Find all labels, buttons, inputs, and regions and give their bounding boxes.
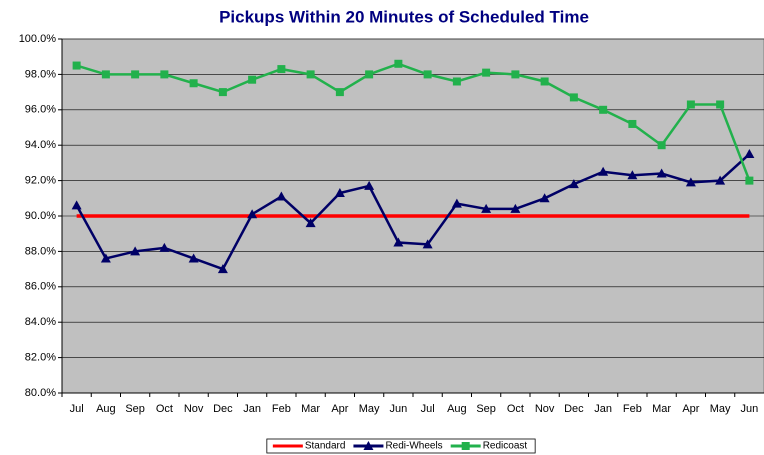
x-tick-label: Aug	[96, 403, 116, 415]
legend-item: Redi-Wheels	[353, 441, 443, 452]
data-point	[482, 68, 491, 77]
legend-item: Redicoast	[450, 441, 528, 452]
data-point	[510, 203, 521, 213]
data-point	[540, 77, 549, 86]
data-point	[685, 177, 696, 187]
data-point	[452, 77, 461, 86]
data-point	[218, 88, 227, 97]
data-point	[189, 79, 198, 88]
data-point	[72, 61, 81, 70]
x-tick-label: Dec	[564, 403, 584, 415]
y-tick-label: 86.0%	[25, 281, 56, 293]
y-tick-label: 80.0%	[25, 387, 56, 399]
x-tick-label: Sep	[476, 403, 496, 415]
legend-text: Redi-Wheels	[385, 441, 442, 452]
data-point	[306, 70, 315, 79]
x-tick-label: May	[710, 403, 731, 415]
x-tick-label: Jun	[741, 403, 759, 415]
data-point	[334, 187, 345, 197]
y-tick-label: 84.0%	[25, 316, 56, 328]
y-tick-label: 82.0%	[25, 352, 56, 364]
data-point	[422, 239, 433, 249]
x-tick-label: Oct	[156, 403, 173, 415]
data-point	[745, 176, 754, 185]
data-point	[131, 70, 140, 79]
data-point	[217, 264, 228, 274]
data-point	[451, 198, 462, 208]
data-point	[364, 180, 375, 190]
legend: Standard Redi-Wheels Redicoast	[266, 438, 536, 454]
legend-text: Standard	[305, 441, 346, 452]
data-point	[716, 100, 725, 109]
x-tick-label: Sep	[125, 403, 145, 415]
data-point	[130, 246, 141, 256]
data-point	[393, 237, 404, 247]
data-point	[423, 70, 432, 79]
data-point	[188, 253, 199, 263]
series-line	[76, 62, 751, 182]
data-point	[101, 70, 110, 79]
data-point	[100, 253, 111, 263]
legend-marker	[461, 442, 470, 450]
data-point	[159, 242, 170, 252]
data-point	[71, 200, 82, 210]
data-point	[511, 70, 520, 79]
legend-item: Standard	[272, 441, 346, 452]
data-point	[627, 170, 638, 180]
x-tick-label: Nov	[184, 403, 204, 415]
data-point	[481, 203, 492, 213]
data-point	[247, 209, 258, 219]
x-tick-label: Jan	[594, 403, 612, 415]
x-tick-label: Mar	[652, 403, 671, 415]
data-point	[276, 191, 287, 201]
legend-text: Redicoast	[483, 441, 528, 452]
legend-marker	[363, 441, 374, 450]
data-point	[335, 88, 344, 97]
x-tick-label: Jul	[70, 403, 84, 415]
data-point	[715, 175, 726, 185]
series-line	[75, 153, 751, 271]
chart-title: Pickups Within 20 Minutes of Scheduled T…	[219, 7, 589, 26]
data-point	[539, 193, 550, 203]
y-tick-label: 88.0%	[25, 245, 56, 257]
x-tick-label: Jun	[390, 403, 408, 415]
data-point	[394, 59, 403, 68]
x-tick-label: Nov	[535, 403, 555, 415]
x-tick-label: Aug	[447, 403, 467, 415]
data-point	[277, 65, 286, 74]
data-point	[656, 168, 667, 178]
y-tick-label: 96.0%	[25, 104, 56, 116]
x-tick-label: Mar	[301, 403, 320, 415]
data-point	[248, 75, 257, 84]
x-tick-label: Dec	[213, 403, 233, 415]
y-tick-label: 90.0%	[25, 210, 56, 222]
y-tick-label: 100.0%	[19, 33, 57, 45]
x-tick-label: Apr	[682, 403, 699, 415]
data-point	[160, 70, 169, 79]
data-point	[657, 141, 666, 150]
data-point	[598, 166, 609, 176]
data-point	[568, 179, 579, 189]
x-tick-label: Jul	[421, 403, 435, 415]
x-tick-label: Feb	[623, 403, 642, 415]
data-point	[365, 70, 374, 79]
x-tick-label: Oct	[507, 403, 524, 415]
x-tick-label: May	[359, 403, 380, 415]
data-point	[686, 100, 695, 109]
x-tick-label: Jan	[243, 403, 261, 415]
data-point	[305, 218, 316, 228]
y-tick-label: 98.0%	[25, 68, 56, 80]
data-point	[569, 93, 578, 102]
data-point	[744, 149, 755, 159]
y-tick-label: 92.0%	[25, 175, 56, 187]
y-tick-label: 94.0%	[25, 139, 56, 151]
data-point	[599, 105, 608, 114]
data-point	[628, 119, 637, 128]
x-tick-label: Feb	[272, 403, 291, 415]
x-tick-label: Apr	[331, 403, 348, 415]
